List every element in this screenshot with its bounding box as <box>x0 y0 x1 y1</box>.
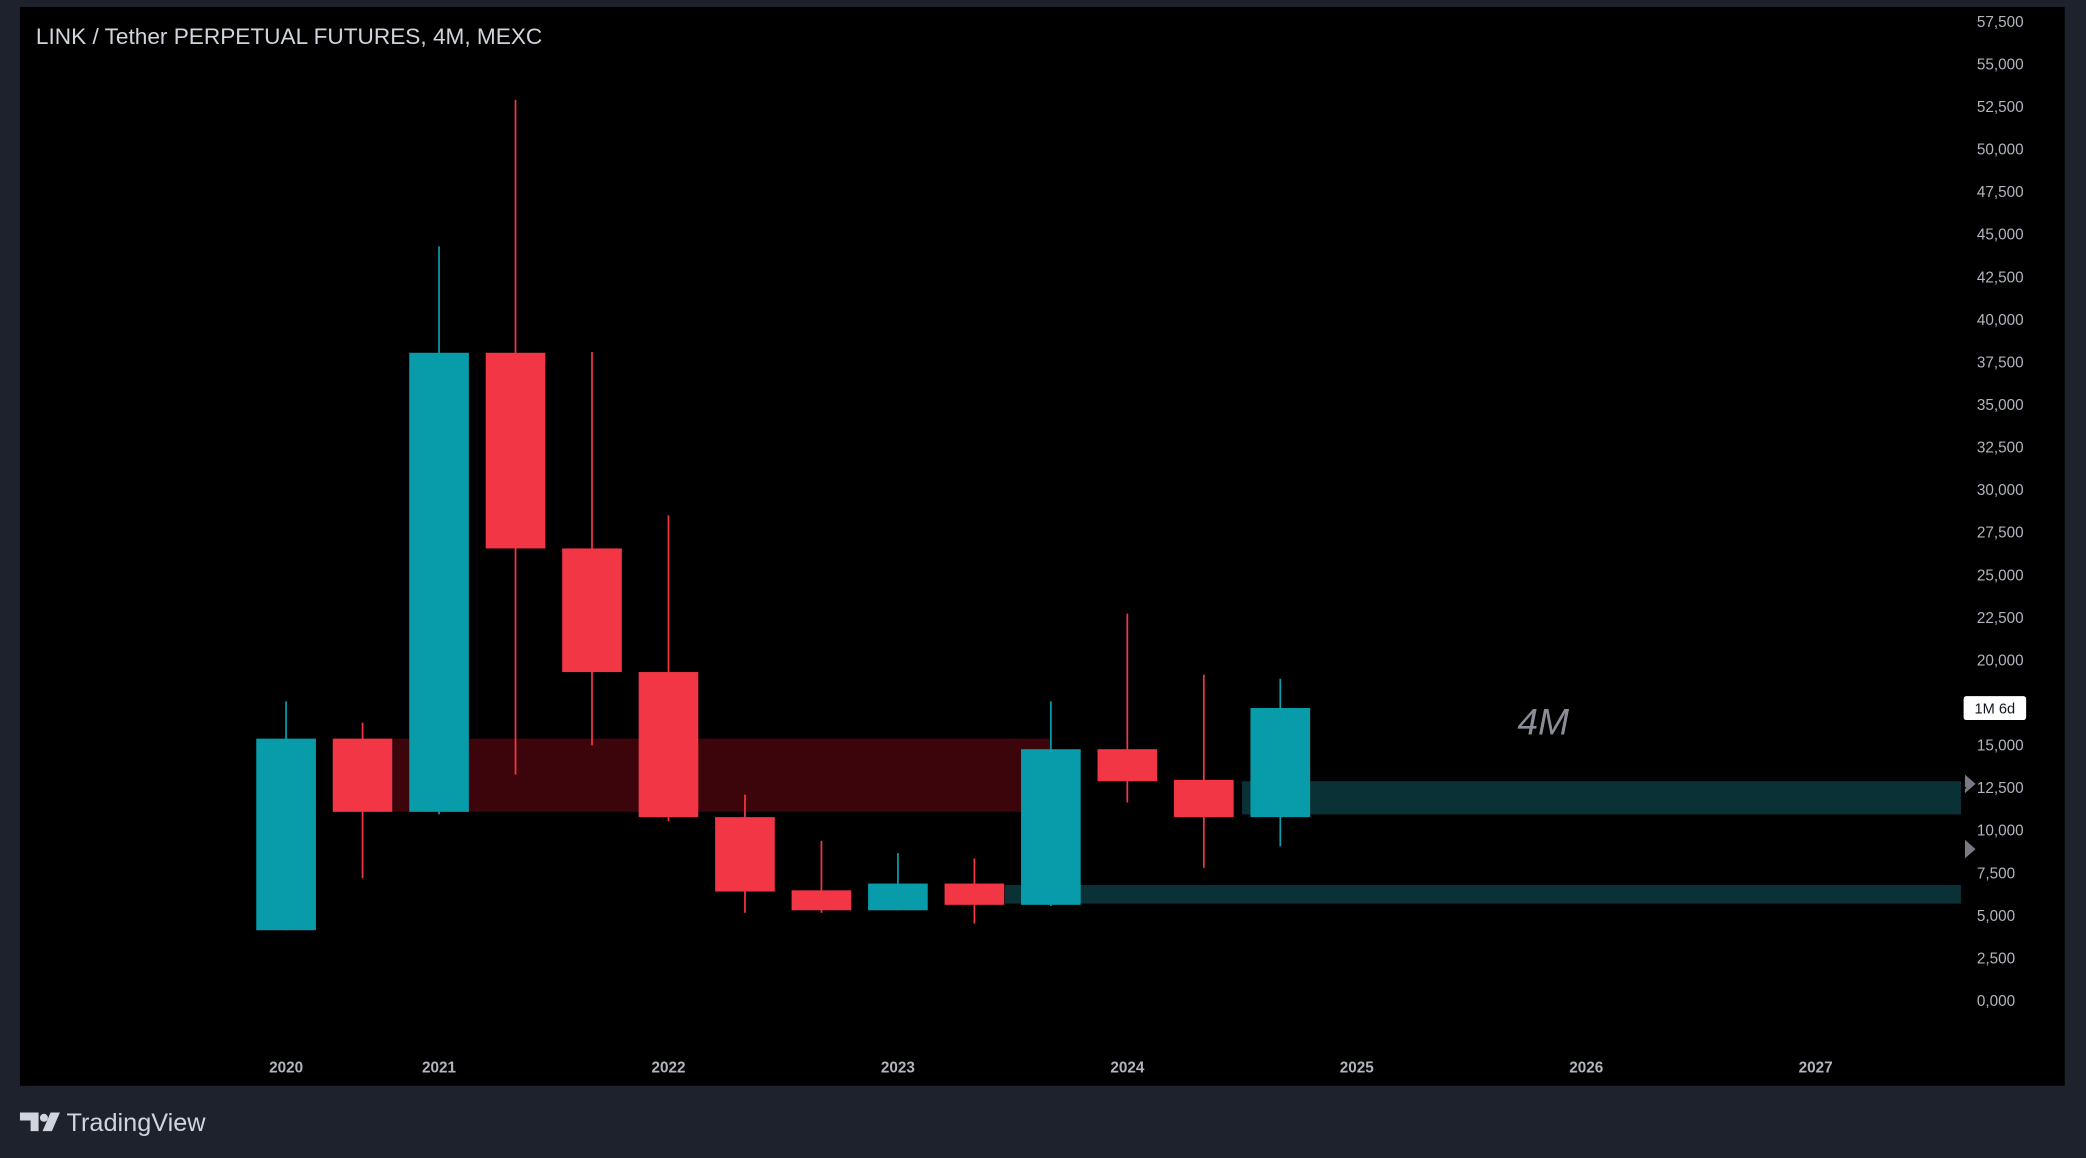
candle-body <box>1021 749 1081 905</box>
zone <box>393 738 1051 812</box>
x-tick-label: 2022 <box>651 1060 685 1077</box>
candle-body <box>485 352 546 549</box>
candle-body <box>562 548 622 673</box>
candle-body <box>868 883 928 911</box>
annotation: 4M <box>1517 701 1570 743</box>
y-tick-label: 7,500 <box>1977 865 2015 882</box>
countdown-box <box>1963 696 2027 721</box>
chart-background <box>19 6 2065 1086</box>
x-tick-label: 2026 <box>1569 1060 1603 1077</box>
y-tick-label: 15,000 <box>1977 738 2024 755</box>
y-tick-label: 42,500 <box>1977 269 2024 286</box>
candle-body <box>409 352 469 812</box>
candle-body <box>715 817 775 892</box>
candle-body <box>256 738 316 931</box>
zone <box>1242 781 1961 815</box>
candle-body <box>1250 707 1311 818</box>
candle-body <box>944 883 1005 905</box>
candle-body <box>791 890 852 911</box>
y-tick-label: 32,500 <box>1977 440 2024 457</box>
y-tick-label: 35,000 <box>1977 397 2024 414</box>
x-tick-label: 2021 <box>422 1060 456 1077</box>
y-tick-label: 0,000 <box>1977 993 2015 1010</box>
y-tick-label: 37,500 <box>1977 354 2024 371</box>
candle-body <box>1097 749 1158 782</box>
scale-marker <box>1964 774 1976 794</box>
y-tick-label: 5,000 <box>1977 908 2015 925</box>
y-tick-label: 10,000 <box>1977 823 2024 840</box>
scale-marker <box>1964 839 1976 859</box>
x-tick-label: 2020 <box>269 1060 303 1077</box>
candle-body <box>1173 779 1234 818</box>
x-tick-label: 2027 <box>1799 1060 1833 1077</box>
countdown: 1M 6d <box>1975 701 2016 717</box>
y-tick-label: 20,000 <box>1977 652 2024 669</box>
y-tick-label: 30,000 <box>1977 482 2024 499</box>
y-tick-label: 52,500 <box>1977 99 2024 116</box>
x-tick-label: 2023 <box>881 1060 915 1077</box>
x-tick-label: 2025 <box>1340 1060 1374 1077</box>
chart-title: LINK / Tether PERPETUAL FUTURES, 4M, MEX… <box>36 24 542 49</box>
y-tick-label: 40,000 <box>1977 312 2024 329</box>
candle-body <box>638 672 699 818</box>
y-tick-label: 25,000 <box>1977 567 2024 584</box>
x-tick-label: 2024 <box>1110 1060 1144 1077</box>
y-tick-label: 55,000 <box>1977 56 2024 73</box>
y-tick-label: 50,000 <box>1977 142 2024 159</box>
y-tick-label: 45,000 <box>1977 227 2024 244</box>
y-tick-label: 57,500 <box>1977 14 2024 31</box>
y-tick-label: 27,500 <box>1977 525 2024 542</box>
y-tick-label: 2,500 <box>1977 950 2015 967</box>
y-tick-label: 12,500 <box>1977 780 2024 797</box>
brand: TradingView <box>67 1109 207 1137</box>
zone <box>1004 884 1961 904</box>
y-tick-label: 47,500 <box>1977 184 2024 201</box>
brand-logo <box>19 1112 60 1132</box>
candle-body <box>332 738 393 812</box>
y-tick-label: 22,500 <box>1977 610 2024 627</box>
